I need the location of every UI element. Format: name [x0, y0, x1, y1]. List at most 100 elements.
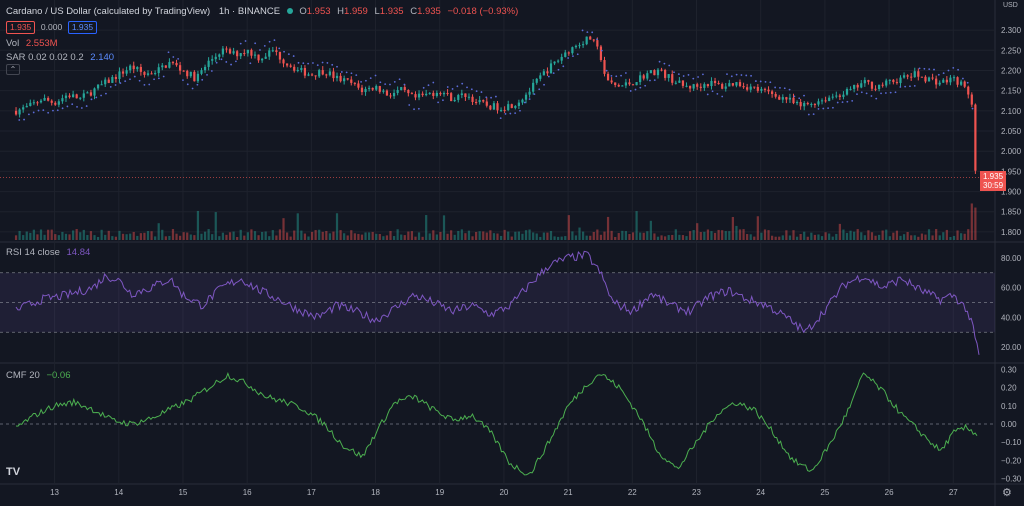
sar-dot: [562, 65, 565, 68]
candle-body: [221, 48, 224, 55]
volume-bar: [927, 229, 931, 240]
volume-bar: [414, 236, 417, 240]
volume-bar: [371, 231, 374, 240]
candle-body: [193, 71, 196, 82]
sar-dot: [620, 74, 622, 77]
candle-body: [507, 104, 510, 111]
candle-body: [589, 36, 592, 40]
volume-bar: [877, 234, 881, 240]
candle-body: [161, 65, 164, 68]
sar-dot: [706, 93, 709, 96]
candle-body: [945, 79, 948, 83]
candle-body: [678, 80, 681, 83]
volume-bar: [539, 236, 542, 240]
rsi-tick-60.00: 60.00: [1001, 284, 1022, 293]
candle-body: [614, 82, 617, 86]
volume-bar: [471, 236, 474, 240]
volume-bar: [760, 232, 763, 240]
sar-dot: [225, 61, 228, 63]
volume-bar: [96, 236, 100, 240]
sar-legend[interactable]: SAR 0.02 0.02 0.2 2.140: [6, 52, 114, 63]
sar-dot: [803, 94, 805, 97]
volume-bar: [343, 233, 346, 240]
volume-bar: [107, 230, 110, 240]
volume-bar: [100, 229, 103, 240]
candle-body: [428, 92, 431, 94]
sar-dot: [658, 60, 661, 63]
collapse-legend-button[interactable]: ⌃: [6, 64, 20, 75]
sar-dot: [745, 74, 748, 77]
candle-body: [842, 94, 845, 97]
volume-bar: [553, 236, 556, 240]
volume-bar: [842, 229, 845, 240]
last-price-value: 1.935: [983, 172, 1004, 181]
candle-body: [760, 88, 763, 91]
candle-body: [895, 82, 899, 84]
volume-bar: [474, 231, 478, 240]
rsi-legend[interactable]: RSI 14 close 14.84: [6, 247, 90, 258]
candle-body: [96, 84, 100, 89]
candle-body: [920, 76, 923, 78]
candle-body: [935, 78, 938, 85]
candle-body: [721, 84, 724, 89]
candle-body: [353, 82, 356, 84]
ask-pill[interactable]: 1.935: [67, 21, 98, 34]
cmf-legend[interactable]: CMF 20 −0.06: [6, 370, 70, 381]
candle-body: [460, 93, 463, 96]
candle-body: [79, 97, 82, 99]
candle-body: [68, 95, 71, 98]
volume-bar: [75, 229, 78, 240]
cmf-value: −0.06: [46, 370, 71, 381]
sar-dot: [615, 75, 618, 78]
spread-value: 0.000: [40, 22, 63, 32]
candle-body: [467, 96, 471, 98]
bid-pill[interactable]: 1.935: [6, 21, 36, 34]
candle-body: [47, 97, 50, 101]
time-tick-25: 25: [820, 488, 829, 497]
sar-dot: [374, 74, 377, 77]
candle-body: [870, 81, 874, 89]
tradingview-logo[interactable]: TV: [6, 466, 21, 478]
sar-dot: [196, 83, 199, 86]
candle-body: [143, 71, 146, 75]
sar-dot: [393, 80, 396, 83]
volume-bar: [300, 230, 303, 240]
candle-body: [107, 79, 110, 83]
cmf-tick-0.00: 0.00: [1001, 420, 1017, 429]
sar-dot: [114, 84, 117, 86]
volume-bar: [731, 216, 734, 240]
sar-dot: [37, 109, 40, 112]
sar-dot: [80, 107, 83, 109]
candle-body: [574, 45, 578, 48]
sar-dot: [889, 91, 892, 94]
candle-body: [927, 77, 931, 82]
vol-legend[interactable]: Vol 2.553M: [6, 38, 58, 49]
candle-body: [671, 74, 674, 83]
low-label: L: [374, 6, 380, 17]
sar-dot: [451, 88, 454, 90]
candle-body: [963, 81, 966, 87]
cmf-tick-−0.30: −0.30: [1001, 475, 1022, 484]
candle-body: [778, 96, 781, 100]
volume-bar: [910, 235, 913, 240]
sar-dot: [812, 113, 815, 116]
volume-bar: [478, 231, 481, 240]
time-tick-26: 26: [885, 488, 894, 497]
candle-body: [168, 62, 171, 68]
volume-bar: [139, 233, 142, 240]
volume-bar: [114, 236, 118, 240]
sar-dot: [437, 101, 440, 104]
candle-body: [606, 73, 610, 81]
rsi-tick-40.00: 40.00: [1001, 313, 1022, 322]
interval-label[interactable]: 1h: [218, 6, 230, 17]
candle-body: [781, 97, 784, 100]
sar-dot: [721, 95, 724, 98]
symbol-title[interactable]: Cardano / US Dollar (calculated by Tradi…: [6, 6, 211, 17]
candle-body: [474, 101, 478, 103]
volume-bar: [136, 235, 139, 240]
candle-body: [767, 89, 770, 92]
settings-gear-icon[interactable]: ⚙: [1002, 487, 1012, 499]
volume-bar: [902, 234, 906, 240]
candle-body: [628, 82, 631, 85]
